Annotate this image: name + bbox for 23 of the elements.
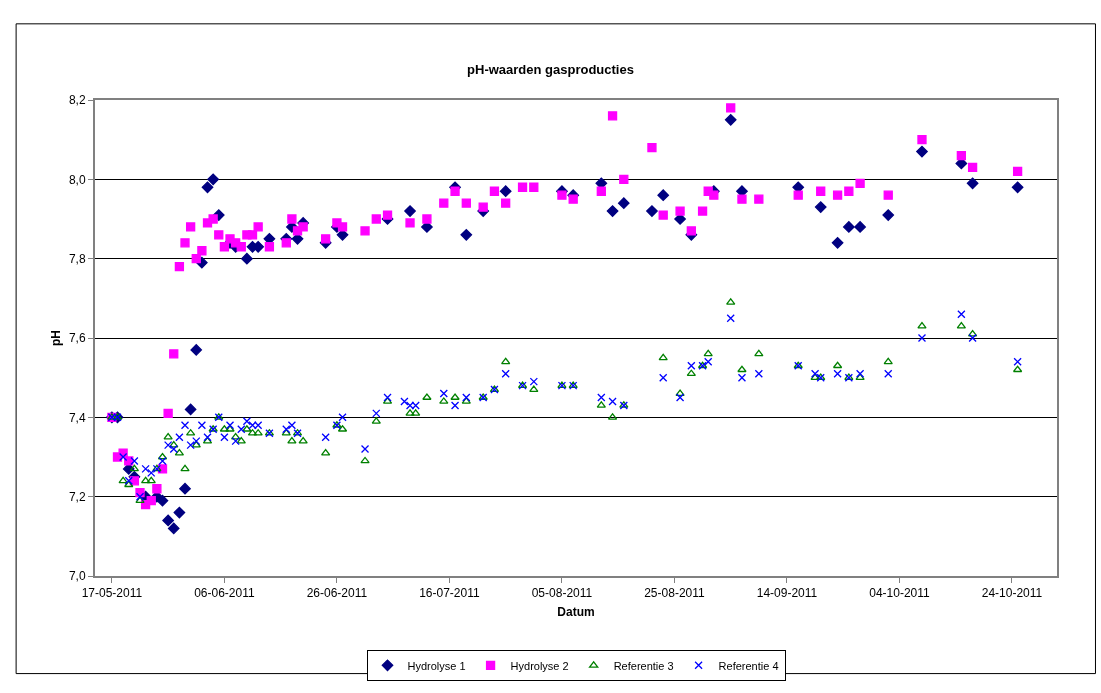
y-tick-label: 7,0: [68, 569, 86, 584]
x-tick-label: 04-10-2011: [869, 586, 931, 601]
y-axis-title: pH: [48, 330, 63, 346]
y-tick-label: 7,6: [68, 331, 86, 346]
x-tick-label: 16-07-2011: [419, 586, 480, 601]
legend-label: Referentie 4: [718, 659, 779, 672]
x-axis-title: Datum: [557, 604, 595, 619]
y-tick-label: 8,0: [68, 172, 86, 187]
chart-title: pH-waarden gasproducties: [467, 61, 634, 77]
x-tick-label: 06-06-2011: [194, 586, 255, 601]
x-tick-label: 26-06-2011: [306, 586, 368, 601]
x-tick-label: 25-08-2011: [644, 586, 706, 601]
x-tick-label: 14-09-2011: [756, 586, 818, 601]
legend-label: Referentie 3: [613, 659, 674, 672]
x-tick-label: 24-10-2011: [981, 586, 1043, 601]
x-tick-label: 05-08-2011: [531, 586, 593, 601]
legend-label: Hydrolyse 2: [510, 659, 569, 672]
y-tick-label: 7,8: [68, 251, 86, 266]
x-tick-label: 17-05-2011: [81, 586, 143, 601]
legend-label: Hydrolyse 1: [407, 659, 466, 672]
y-tick-label: 7,4: [68, 410, 86, 425]
y-tick-label: 8,2: [68, 93, 86, 108]
y-tick-label: 7,2: [68, 489, 86, 504]
